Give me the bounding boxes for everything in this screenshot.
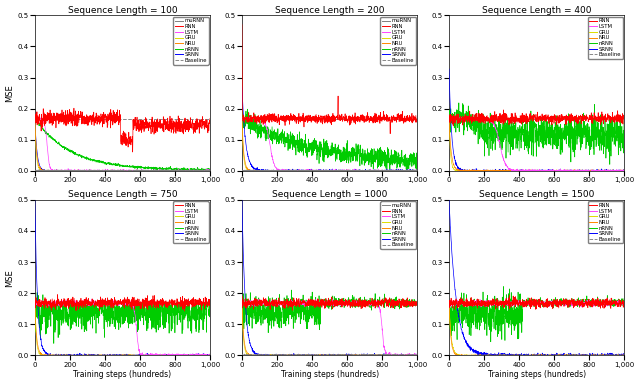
- Legend: RNN, LSTM, GRU, NRU, nRNN, SRNN, Baseline: RNN, LSTM, GRU, NRU, nRNN, SRNN, Baselin…: [173, 201, 209, 243]
- Legend: muRNN, RNN, LSTM, GRU, NRU, nRNN, SRNN, Baseline: muRNN, RNN, LSTM, GRU, NRU, nRNN, SRNN, …: [173, 17, 209, 65]
- X-axis label: Training steps (hundreds): Training steps (hundreds): [488, 370, 586, 380]
- Title: Sequence Length = 1000: Sequence Length = 1000: [272, 190, 387, 199]
- Title: Sequence Length = 750: Sequence Length = 750: [68, 190, 177, 199]
- Legend: muRNN, RNN, LSTM, GRU, NRU, nRNN, SRNN, Baseline: muRNN, RNN, LSTM, GRU, NRU, nRNN, SRNN, …: [380, 17, 415, 65]
- Legend: RNN, LSTM, GRU, NRU, nRNN, SRNN, Baseline: RNN, LSTM, GRU, NRU, nRNN, SRNN, Baselin…: [588, 17, 623, 59]
- Title: Sequence Length = 1500: Sequence Length = 1500: [479, 190, 595, 199]
- Title: Sequence Length = 100: Sequence Length = 100: [68, 5, 177, 15]
- Legend: muRNN, RNN, LSTM, GRU, NRU, nRNN, SRNN, Baseline: muRNN, RNN, LSTM, GRU, NRU, nRNN, SRNN, …: [380, 201, 415, 249]
- Legend: RNN, LSTM, GRU, NRU, nRNN, SRNN, Baseline: RNN, LSTM, GRU, NRU, nRNN, SRNN, Baselin…: [588, 201, 623, 243]
- Title: Sequence Length = 400: Sequence Length = 400: [482, 5, 591, 15]
- X-axis label: Training steps (hundreds): Training steps (hundreds): [280, 370, 379, 380]
- Title: Sequence Length = 200: Sequence Length = 200: [275, 5, 385, 15]
- Y-axis label: MSE: MSE: [6, 269, 15, 286]
- Y-axis label: MSE: MSE: [6, 84, 15, 102]
- X-axis label: Training steps (hundreds): Training steps (hundreds): [74, 370, 172, 380]
